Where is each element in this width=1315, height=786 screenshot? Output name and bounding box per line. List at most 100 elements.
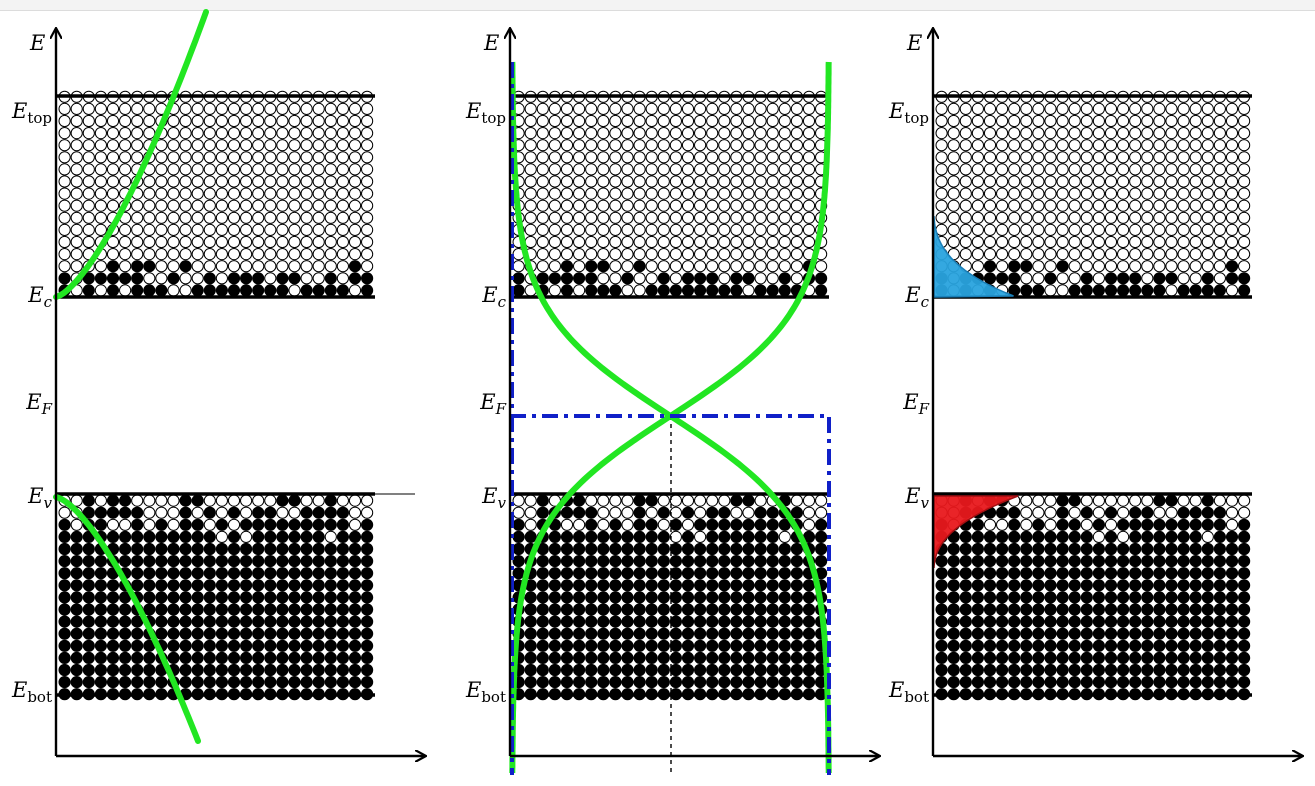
hole-dot — [621, 506, 634, 519]
empty-state-dot — [324, 151, 337, 164]
empty-state-dot — [971, 175, 985, 188]
electron-dot — [778, 615, 791, 628]
empty-state-dot — [240, 127, 253, 140]
empty-state-dot — [573, 175, 586, 188]
empty-state-dot — [706, 199, 719, 212]
electron-dot — [645, 284, 658, 297]
electron-dot — [959, 651, 972, 665]
electron-dot — [766, 530, 779, 544]
empty-state-dot — [1092, 223, 1106, 236]
electron-dot — [264, 627, 277, 640]
electron-dot — [645, 579, 658, 592]
electron-dot — [215, 663, 228, 677]
electron-dot — [227, 603, 241, 616]
empty-state-dot — [227, 139, 241, 152]
electron-dot — [1165, 651, 1178, 665]
empty-state-dot — [754, 127, 767, 140]
electron-dot — [802, 615, 816, 628]
hole-dot — [1020, 494, 1033, 507]
empty-state-dot — [1189, 163, 1202, 176]
electron-dot — [264, 591, 277, 604]
electron-dot — [609, 627, 622, 640]
electron-dot — [1080, 639, 1093, 652]
empty-state-dot — [215, 272, 228, 285]
electron-dot — [621, 615, 634, 628]
electron-dot — [524, 676, 537, 689]
electron-dot — [1104, 567, 1118, 580]
empty-state-dot — [1189, 199, 1202, 212]
conduction-dos-curve — [53, 9, 209, 300]
electron-dot — [996, 639, 1009, 652]
electron-dot — [1141, 603, 1154, 616]
empty-state-dot — [706, 139, 719, 152]
empty-state-dot — [524, 175, 537, 188]
empty-state-dot — [240, 199, 253, 212]
electron-dot — [1153, 603, 1166, 616]
electron-dot — [203, 284, 216, 297]
empty-state-dot — [1177, 235, 1190, 249]
empty-state-dot — [536, 260, 549, 273]
empty-state-dot — [312, 223, 325, 236]
electron-dot — [1165, 676, 1178, 689]
empty-state-dot — [621, 163, 634, 176]
electron-dot — [1213, 518, 1227, 531]
empty-state-dot — [191, 260, 204, 273]
empty-state-dot — [203, 102, 216, 116]
hole-dot — [1020, 506, 1033, 519]
empty-state-dot — [155, 199, 168, 212]
empty-state-dot — [983, 235, 997, 249]
electron-dot — [706, 506, 719, 519]
hole-dot — [1201, 530, 1214, 544]
electron-dot — [1032, 663, 1045, 677]
electron-dot — [324, 676, 337, 689]
electron-dot — [1092, 651, 1106, 665]
electron-dot — [959, 579, 972, 592]
empty-state-dot — [227, 187, 241, 200]
electron-dot — [1213, 284, 1227, 297]
electron-dot — [1153, 591, 1166, 604]
empty-state-dot — [754, 114, 767, 128]
electron-dot — [778, 555, 791, 568]
empty-state-dot — [300, 235, 313, 249]
empty-state-dot — [1044, 187, 1057, 200]
electron-dot — [203, 567, 216, 580]
electron-dot — [1213, 567, 1227, 580]
empty-state-dot — [1056, 175, 1069, 188]
electron-dot — [70, 603, 83, 616]
empty-state-dot — [324, 199, 337, 212]
empty-state-dot — [983, 175, 997, 188]
electron-dot — [754, 639, 767, 652]
hole-dot — [203, 494, 216, 507]
empty-state-dot — [1141, 187, 1154, 200]
empty-state-dot — [336, 199, 349, 212]
hole-dot — [1044, 518, 1057, 531]
electron-dot — [983, 542, 997, 556]
hole-dot — [240, 530, 253, 544]
empty-state-dot — [669, 211, 683, 224]
empty-state-dot — [1201, 235, 1214, 249]
empty-state-dot — [959, 211, 972, 224]
empty-state-dot — [300, 223, 313, 236]
electron-dot — [106, 676, 120, 689]
empty-state-dot — [694, 223, 707, 236]
electron-dot — [203, 603, 216, 616]
electron-dot — [585, 542, 598, 556]
electron-dot — [560, 651, 574, 665]
empty-state-dot — [264, 175, 277, 188]
electron-dot — [336, 615, 349, 628]
empty-state-dot — [288, 175, 301, 188]
electron-dot — [1213, 663, 1227, 677]
electron-dot — [1141, 567, 1154, 580]
electron-dot — [742, 591, 755, 604]
hole-dot — [155, 494, 168, 507]
electron-dot — [1225, 663, 1239, 677]
electron-dot — [669, 542, 683, 556]
electron-dot — [790, 579, 804, 592]
electron-dot — [1104, 542, 1118, 556]
empty-state-dot — [1008, 199, 1021, 212]
electron-dot — [560, 506, 574, 519]
electron-dot — [131, 676, 144, 689]
empty-state-dot — [276, 235, 289, 249]
empty-state-dot — [1020, 211, 1033, 224]
electron-dot — [597, 579, 610, 592]
